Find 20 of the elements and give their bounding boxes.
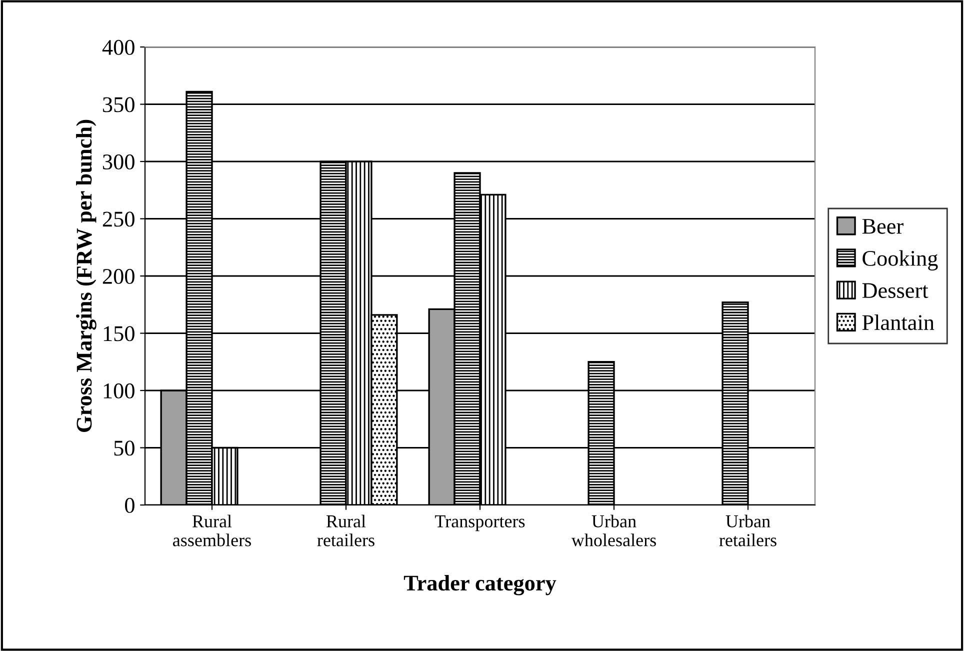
x-tick-label: Urban retailers	[719, 514, 776, 546]
y-tick-label: 0	[125, 498, 134, 513]
y-tick-label: 50	[114, 440, 134, 456]
y-tick-label: 350	[103, 97, 134, 112]
y-tick-label: 250	[102, 212, 134, 227]
x-tick-label: Rural retailers	[317, 514, 374, 546]
legend-label: Plantain	[862, 314, 934, 330]
legend-label: Dessert	[862, 283, 928, 298]
y-tick-label: 100	[104, 383, 134, 398]
x-tick-label: Urban wholesalers	[571, 514, 656, 546]
y-tick-label: 400	[102, 40, 134, 55]
x-tick-label: Rural assemblers	[173, 514, 251, 546]
legend-label: Beer	[862, 219, 904, 234]
y-tick-label: 200	[102, 268, 134, 284]
y-tick-label: 150	[104, 326, 134, 342]
y-tick-label: 300	[103, 154, 134, 170]
x-tick-label: Transporters	[435, 515, 525, 532]
y-axis-title: Gross Margins (FRW per bunch)	[76, 120, 96, 432]
x-axis-title: Trader category	[404, 574, 556, 596]
legend-label: Cooking	[862, 250, 938, 270]
